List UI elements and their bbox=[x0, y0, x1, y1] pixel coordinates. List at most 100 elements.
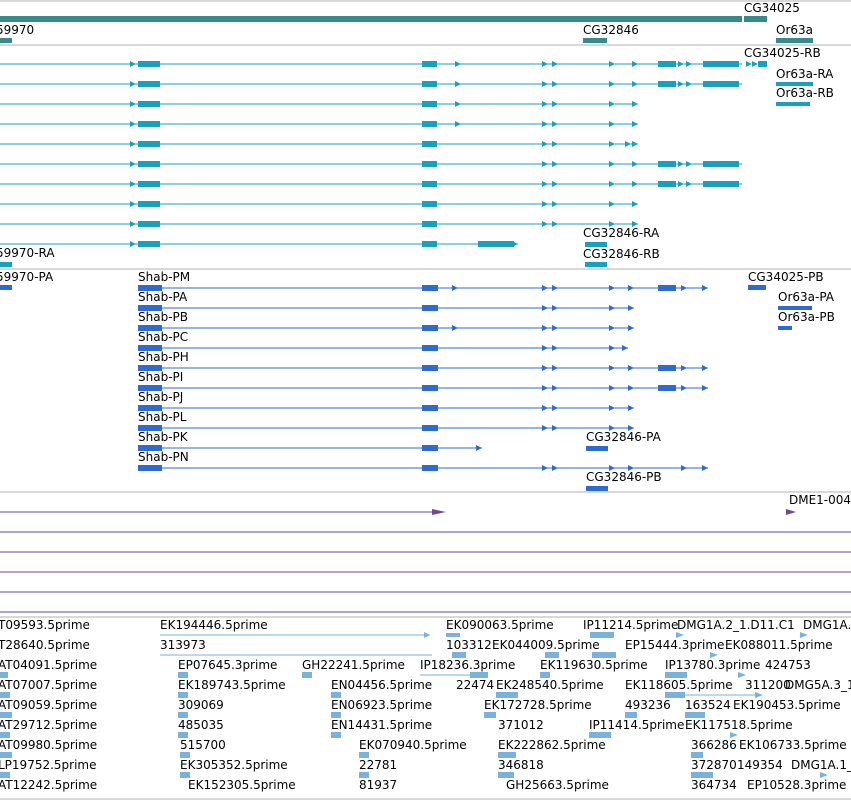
exon[interactable] bbox=[748, 285, 766, 290]
est-block[interactable] bbox=[589, 732, 611, 738]
exon[interactable] bbox=[422, 181, 437, 187]
est-feature-label[interactable]: EK194446.5prime bbox=[160, 618, 268, 632]
transcript-feature-label[interactable]: CG32846-RA bbox=[583, 226, 660, 240]
est-block[interactable] bbox=[331, 692, 341, 698]
est-block[interactable] bbox=[331, 732, 341, 738]
est-block[interactable] bbox=[625, 712, 637, 718]
exon[interactable] bbox=[586, 446, 608, 451]
est-block[interactable] bbox=[178, 712, 188, 718]
exon[interactable] bbox=[422, 305, 438, 311]
exon[interactable] bbox=[585, 242, 607, 247]
protein-track[interactable]: 59970-PA Shab-PM CG34025-PB Shab-PA Or63a-PA… bbox=[0, 270, 835, 491]
exon[interactable] bbox=[658, 161, 676, 167]
exon[interactable] bbox=[658, 81, 676, 87]
transcript-row[interactable] bbox=[0, 201, 638, 207]
est-feature-label[interactable]: EK248540.5prime bbox=[496, 678, 604, 692]
est-feature-label[interactable]: 372870 bbox=[691, 758, 737, 772]
est-feature-label[interactable]: 424753 bbox=[765, 658, 811, 672]
exon[interactable] bbox=[703, 181, 739, 187]
est-block[interactable] bbox=[665, 672, 687, 678]
protein-feature-label[interactable]: Shab-PA bbox=[138, 290, 188, 304]
protein-feature-label[interactable]: Shab-PI bbox=[138, 370, 183, 384]
est-feature-label[interactable]: 371012 bbox=[498, 718, 544, 732]
exon[interactable] bbox=[658, 61, 676, 67]
exon[interactable] bbox=[422, 385, 438, 391]
transcript-track[interactable]: CG34025-RB Or63a-RA Or63a-RB CG32846-RA 5997… bbox=[0, 46, 834, 267]
protein-feature-label[interactable]: Or63a-PA bbox=[778, 290, 835, 304]
gene-feature-cg34025-tail[interactable] bbox=[744, 16, 767, 22]
exon[interactable] bbox=[138, 61, 160, 67]
protein-row[interactable] bbox=[138, 325, 792, 331]
est-block[interactable] bbox=[0, 752, 12, 758]
exon[interactable] bbox=[422, 425, 438, 431]
gene-feature-or63a[interactable] bbox=[776, 38, 813, 43]
est-feature-label[interactable]: EK088011.5prime bbox=[725, 638, 833, 652]
est-feature-label[interactable]: AT09059.5prime bbox=[0, 698, 97, 712]
est-feature-label[interactable]: EK119630.5prime bbox=[540, 658, 648, 672]
gene-feature-label[interactable]: CG32846 bbox=[583, 23, 639, 37]
est-feature-label[interactable]: EK070940.5prime bbox=[359, 738, 467, 752]
exon[interactable] bbox=[422, 101, 437, 107]
est-feature-label[interactable]: EP07645.3prime bbox=[178, 658, 277, 672]
est-block[interactable] bbox=[178, 672, 188, 678]
est-feature-label[interactable]: 515700 bbox=[180, 738, 226, 752]
exon[interactable] bbox=[138, 365, 162, 371]
gene-feature-cg34025[interactable] bbox=[0, 16, 742, 22]
transcript-feature-label[interactable]: Or63a-RA bbox=[776, 67, 834, 81]
est-feature-label[interactable]: IP11414.5prime bbox=[589, 718, 684, 732]
est-block[interactable] bbox=[180, 752, 190, 758]
exon[interactable] bbox=[138, 405, 162, 411]
exon[interactable] bbox=[758, 61, 767, 67]
exon[interactable] bbox=[658, 385, 676, 391]
est-feature-label[interactable]: EK222862.5prime bbox=[498, 738, 606, 752]
est-block[interactable] bbox=[470, 672, 488, 678]
protein-row[interactable] bbox=[138, 425, 634, 431]
protein-row[interactable] bbox=[138, 365, 708, 371]
est-feature-label[interactable]: LP19752.5prime bbox=[0, 758, 97, 772]
exon[interactable] bbox=[138, 221, 160, 227]
est-block[interactable] bbox=[359, 772, 369, 778]
exon[interactable] bbox=[138, 161, 160, 167]
est-block[interactable] bbox=[331, 712, 341, 718]
est-feature-label[interactable]: DMG1A.1_ bbox=[791, 758, 851, 772]
gene-track[interactable]: CG34025 59970 CG32846 Or63a bbox=[0, 1, 813, 43]
protein-feature-label[interactable]: Shab-PL bbox=[138, 410, 187, 424]
exon[interactable] bbox=[422, 121, 437, 127]
exon[interactable] bbox=[422, 141, 437, 147]
transcript-row[interactable] bbox=[0, 101, 810, 107]
est-feature-label[interactable]: T09593.5prime bbox=[0, 618, 90, 632]
protein-feature-label[interactable]: CG32846-PB bbox=[586, 470, 662, 484]
exon[interactable] bbox=[138, 101, 160, 107]
protein-feature-label[interactable]: Shab-PK bbox=[138, 430, 189, 444]
est-block[interactable] bbox=[498, 752, 516, 758]
exon[interactable] bbox=[422, 161, 437, 167]
transcript-feature-label[interactable]: 59970-RA bbox=[0, 246, 55, 260]
protein-row[interactable] bbox=[138, 345, 628, 351]
exon[interactable] bbox=[422, 345, 438, 351]
exon[interactable] bbox=[138, 465, 162, 471]
est-feature-label[interactable]: IP13780.3prime bbox=[665, 658, 760, 672]
est-feature-label[interactable]: 313973 bbox=[160, 638, 206, 652]
exon[interactable] bbox=[138, 345, 162, 351]
exon[interactable] bbox=[138, 121, 160, 127]
exon[interactable] bbox=[138, 181, 160, 187]
est-block[interactable] bbox=[178, 692, 188, 698]
est-block[interactable] bbox=[496, 692, 518, 698]
est-feature-label[interactable]: AT29712.5prime bbox=[0, 718, 97, 732]
protein-feature-label[interactable]: Shab-PC bbox=[138, 330, 188, 344]
est-feature-label[interactable]: EP15444.3prime bbox=[625, 638, 724, 652]
exon[interactable] bbox=[138, 305, 162, 311]
est-block[interactable] bbox=[0, 672, 8, 678]
est-feature-label[interactable]: EK117518.5prime bbox=[685, 718, 793, 732]
transcript-row[interactable] bbox=[0, 121, 638, 127]
exon[interactable] bbox=[778, 326, 792, 330]
est-feature-label[interactable]: 311200 bbox=[745, 678, 791, 692]
protein-feature-label[interactable]: Shab-PJ bbox=[138, 390, 183, 404]
est-feature-label[interactable]: EN14431.5prime bbox=[331, 718, 432, 732]
est-feature-label[interactable]: GH25663.5prime bbox=[506, 778, 609, 792]
protein-row[interactable] bbox=[138, 285, 766, 291]
exon[interactable] bbox=[138, 201, 160, 207]
transcript-feature-label[interactable]: CG34025-RB bbox=[744, 46, 821, 60]
protein-feature-label[interactable]: Shab-PM bbox=[138, 270, 190, 284]
